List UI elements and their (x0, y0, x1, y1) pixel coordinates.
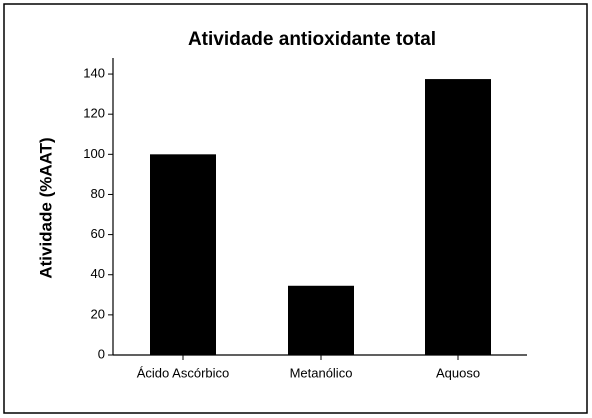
bar (288, 285, 354, 355)
bar (150, 154, 216, 355)
y-tick-label: 20 (91, 306, 105, 321)
y-tick-label: 40 (91, 266, 105, 281)
y-tick-label: 100 (83, 146, 105, 161)
bar (425, 79, 491, 355)
x-tick-label: Metanólico (290, 365, 353, 380)
y-tick-label: 120 (83, 106, 105, 121)
x-tick-label: Ácido Ascórbico (137, 365, 230, 380)
y-tick-label: 60 (91, 226, 105, 241)
y-axis-label: Atividade (%AAT) (36, 137, 55, 278)
x-tick-label: Aquoso (436, 365, 480, 380)
y-tick-label: 0 (98, 346, 105, 361)
chart-title: Atividade antioxidante total (188, 29, 436, 50)
y-tick-label: 140 (83, 65, 105, 80)
y-tick-label: 80 (91, 186, 105, 201)
